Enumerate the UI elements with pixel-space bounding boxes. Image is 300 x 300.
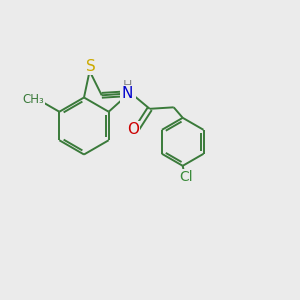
Text: Cl: Cl [179,170,193,184]
Text: O: O [127,122,139,137]
Text: N: N [122,86,133,101]
Text: N: N [123,86,134,101]
Text: H: H [122,79,132,92]
Text: S: S [86,59,96,74]
Text: CH₃: CH₃ [23,93,44,106]
